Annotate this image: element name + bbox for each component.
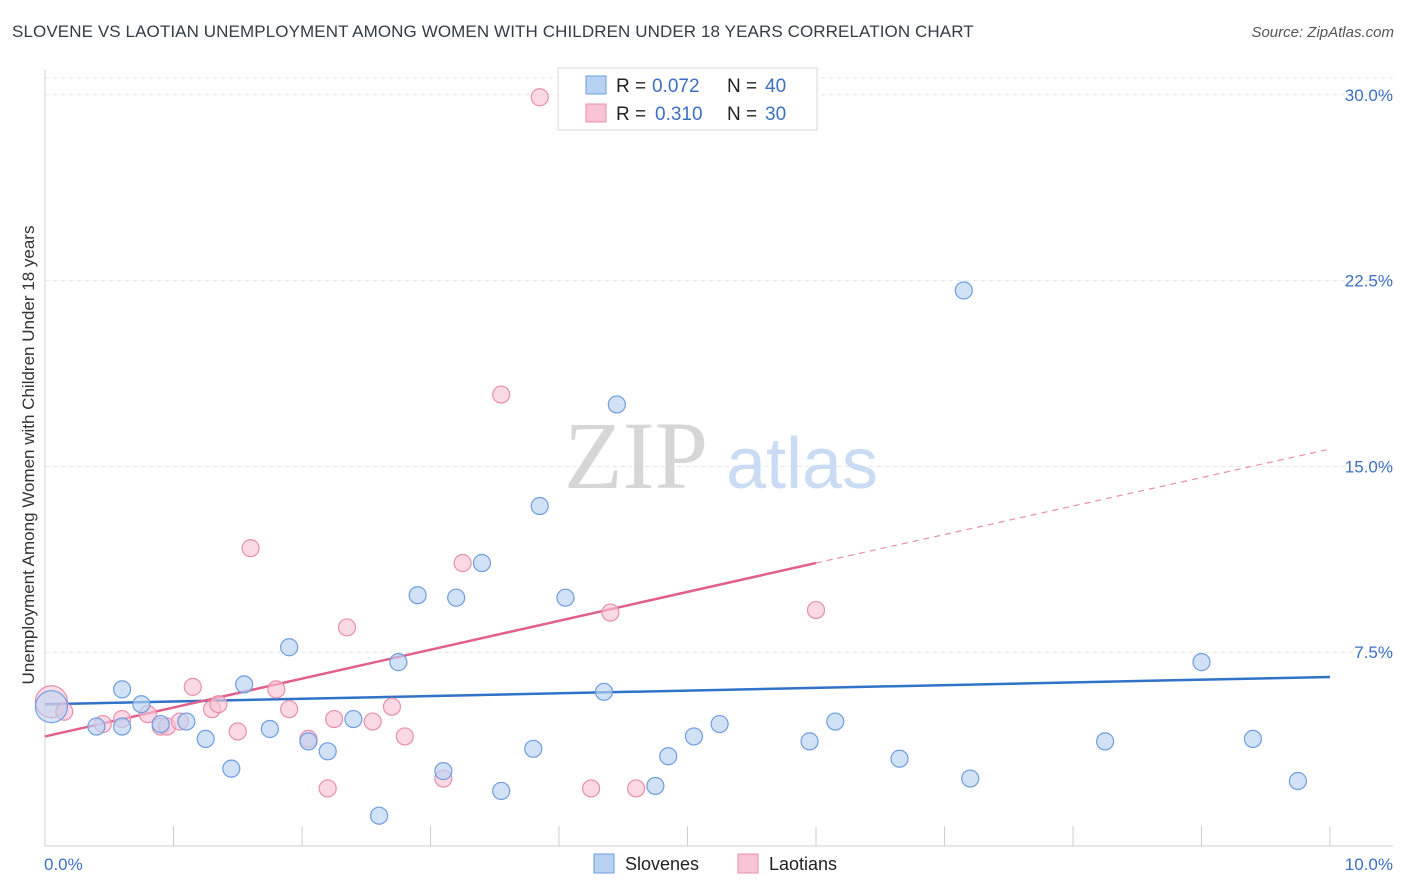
data-point-slovenes bbox=[594, 682, 614, 701]
data-point-laotians bbox=[228, 722, 247, 741]
x-tick-label-min: 0.0% bbox=[44, 855, 83, 874]
data-point-laotians bbox=[337, 618, 357, 637]
data-point-laotians bbox=[325, 709, 344, 729]
data-point-slovenes bbox=[1243, 729, 1263, 749]
data-point-slovenes bbox=[492, 781, 511, 801]
trend-line-slovenes bbox=[44, 675, 1331, 706]
y-axis-title: Unemployment Among Women with Children U… bbox=[19, 226, 38, 685]
data-point-slovenes bbox=[112, 680, 132, 699]
data-point-slovenes bbox=[177, 712, 196, 731]
data-point-slovenes bbox=[132, 695, 151, 714]
data-point-slovenes bbox=[196, 729, 215, 749]
trend-line-laotians bbox=[44, 561, 817, 738]
watermark-atlas: atlas bbox=[726, 424, 878, 504]
data-point-slovenes bbox=[607, 395, 626, 414]
trend-lines bbox=[44, 448, 1331, 738]
data-point-slovenes bbox=[954, 281, 973, 300]
series-legend-label-laotians: Laotians bbox=[769, 854, 837, 874]
data-point-slovenes bbox=[408, 586, 427, 605]
data-point-slovenes bbox=[34, 690, 69, 724]
data-point-slovenes bbox=[684, 727, 704, 746]
data-point-slovenes bbox=[235, 675, 254, 694]
data-point-slovenes bbox=[890, 749, 909, 768]
data-point-slovenes bbox=[710, 714, 729, 734]
data-point-laotians bbox=[492, 385, 511, 404]
data-point-slovenes bbox=[112, 717, 132, 736]
data-point-laotians bbox=[395, 727, 414, 746]
source-credit: Source: ZipAtlas.com bbox=[1251, 24, 1394, 41]
data-point-slovenes bbox=[1096, 732, 1115, 751]
legend-r-value-2: 0.310 bbox=[655, 104, 703, 125]
y-tick-labels: 7.5% 15.0% 22.5% 30.0% bbox=[1345, 86, 1393, 662]
data-point-laotians bbox=[209, 695, 228, 714]
x-tick-labels: 0.0% 10.0% bbox=[44, 855, 1393, 874]
data-point-laotians bbox=[241, 539, 260, 558]
data-point-slovenes bbox=[222, 759, 241, 778]
data-point-laotians bbox=[453, 553, 472, 573]
data-point-slovenes bbox=[87, 717, 106, 736]
data-point-laotians bbox=[280, 700, 299, 719]
series-legend-label-slovenes: Slovenes bbox=[625, 854, 699, 874]
data-point-laotians bbox=[626, 779, 646, 798]
legend-n-label-1: N = bbox=[727, 76, 757, 97]
data-point-slovenes bbox=[299, 732, 318, 751]
data-point-laotians bbox=[806, 600, 826, 620]
data-point-slovenes bbox=[260, 719, 279, 739]
data-point-slovenes bbox=[151, 714, 170, 734]
data-point-slovenes bbox=[961, 769, 980, 788]
data-point-slovenes bbox=[800, 732, 819, 751]
data-point-slovenes bbox=[646, 776, 665, 796]
data-point-laotians bbox=[530, 88, 549, 107]
y-tick-label: 30.0% bbox=[1345, 86, 1393, 105]
data-point-laotians bbox=[363, 712, 382, 731]
series-legend-swatch-laotians bbox=[737, 853, 759, 874]
data-point-laotians bbox=[601, 603, 620, 622]
gridlines bbox=[45, 77, 1393, 653]
data-point-slovenes bbox=[318, 742, 337, 761]
data-point-slovenes bbox=[826, 712, 845, 731]
data-point-slovenes bbox=[280, 638, 299, 657]
data-point-slovenes bbox=[344, 709, 363, 729]
correlation-legend: R = 0.072 N = 40 R = 0.310 N = 30 bbox=[557, 67, 818, 131]
y-tick-label: 7.5% bbox=[1354, 643, 1393, 662]
data-point-slovenes bbox=[434, 762, 453, 781]
data-point-slovenes bbox=[389, 653, 408, 672]
data-point-slovenes bbox=[472, 553, 491, 573]
legend-swatch-slovenes bbox=[585, 75, 607, 95]
data-point-slovenes bbox=[1288, 771, 1307, 791]
data-point-laotians bbox=[318, 779, 337, 798]
data-point-slovenes bbox=[530, 496, 549, 516]
chart-title: SLOVENE VS LAOTIAN UNEMPLOYMENT AMONG WO… bbox=[12, 22, 974, 41]
data-point-slovenes bbox=[1192, 653, 1211, 672]
data-point-slovenes bbox=[556, 588, 575, 607]
legend-r-label-1: R = bbox=[616, 76, 646, 97]
legend-n-value-2: 30 bbox=[765, 104, 786, 125]
data-point-slovenes bbox=[370, 806, 389, 825]
series-legend-swatch-slovenes bbox=[593, 853, 615, 874]
data-point-laotians bbox=[183, 677, 202, 696]
legend-r-value-1: 0.072 bbox=[652, 76, 700, 97]
data-point-slovenes bbox=[659, 747, 678, 766]
data-point-laotians bbox=[382, 697, 402, 716]
watermark-zip: ZIP bbox=[564, 402, 708, 509]
data-point-slovenes bbox=[447, 588, 466, 607]
data-point-laotians bbox=[267, 680, 286, 699]
data-point-slovenes bbox=[524, 739, 543, 758]
data-point-laotians bbox=[582, 779, 601, 798]
data-points bbox=[34, 88, 1307, 825]
legend-n-label-2: N = bbox=[727, 104, 757, 125]
legend-swatch-laotians bbox=[585, 103, 607, 123]
legend-n-value-1: 40 bbox=[765, 76, 786, 97]
x-tick-label-max: 10.0% bbox=[1345, 855, 1393, 874]
series-legend: Slovenes Laotians bbox=[593, 853, 837, 874]
y-tick-label: 15.0% bbox=[1345, 457, 1393, 476]
legend-r-label-2: R = bbox=[616, 104, 646, 125]
y-tick-label: 22.5% bbox=[1345, 272, 1393, 291]
watermark: ZIP atlas bbox=[564, 402, 878, 509]
